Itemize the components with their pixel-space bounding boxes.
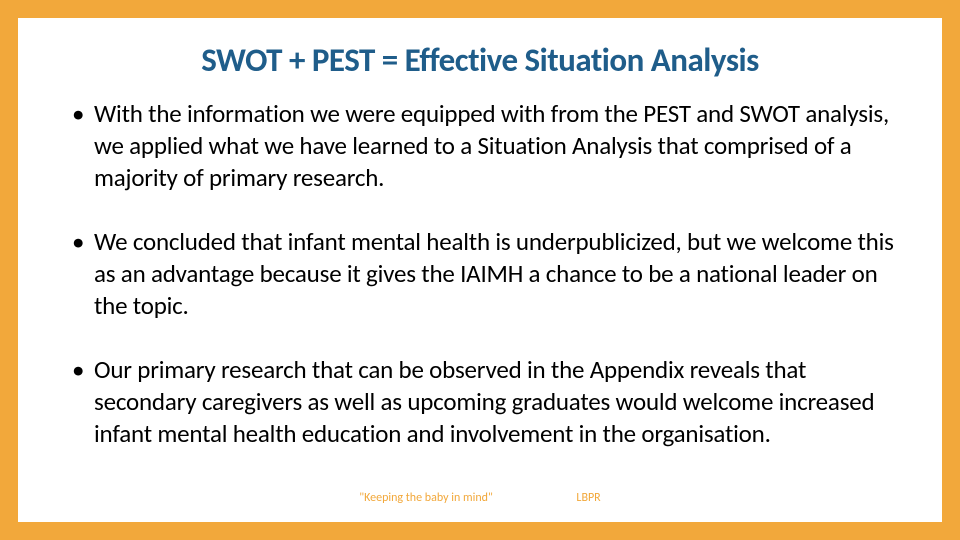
slide-frame: SWOT + PEST = Effective Situation Analys… bbox=[0, 0, 960, 540]
bullet-list: With the information we were equipped wi… bbox=[66, 98, 894, 450]
footer-org: LBPR bbox=[576, 491, 600, 505]
slide-title: SWOT + PEST = Effective Situation Analys… bbox=[66, 40, 894, 80]
list-item: We concluded that infant mental health i… bbox=[66, 226, 894, 322]
list-item: With the information we were equipped wi… bbox=[66, 98, 894, 194]
list-item: Our primary research that can be observe… bbox=[66, 354, 894, 450]
footer-tagline: "Keeping the baby in mind" bbox=[359, 491, 492, 505]
slide-footer: "Keeping the baby in mind" LBPR bbox=[18, 487, 942, 506]
